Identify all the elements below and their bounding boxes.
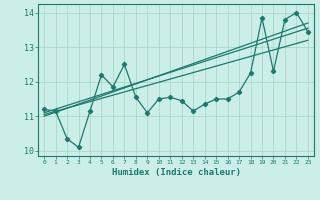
X-axis label: Humidex (Indice chaleur): Humidex (Indice chaleur) bbox=[111, 168, 241, 177]
